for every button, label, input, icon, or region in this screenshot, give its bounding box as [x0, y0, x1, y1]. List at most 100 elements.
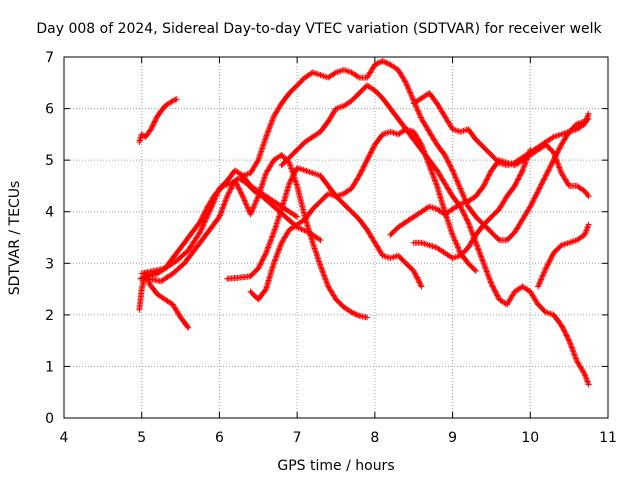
data-point [407, 90, 414, 97]
data-point [261, 252, 268, 259]
data-point [148, 126, 154, 133]
data-point [202, 208, 209, 215]
data-point [410, 96, 417, 103]
data-point [289, 175, 295, 182]
data-point [287, 177, 294, 184]
data-point [242, 200, 249, 207]
data-point [546, 257, 553, 264]
data-point [404, 84, 411, 90]
data-point [377, 59, 383, 66]
data-point [535, 186, 542, 193]
data-point [242, 198, 249, 205]
data-point [365, 154, 372, 161]
chart-title: Day 008 of 2024, Sidereal Day-to-day VTE… [36, 21, 602, 37]
data-point [288, 176, 295, 183]
data-point [449, 231, 456, 238]
data-point [348, 309, 355, 316]
series-trace-12 [410, 146, 534, 262]
data-point [557, 167, 564, 174]
data-point [535, 283, 542, 290]
series-trace-6 [224, 164, 425, 290]
data-point [254, 158, 261, 165]
data-point [492, 288, 499, 295]
data-point [247, 211, 254, 218]
data-point [317, 237, 324, 244]
data-point [416, 279, 423, 286]
data-point [536, 280, 543, 287]
data-point [465, 220, 472, 227]
data-point [518, 168, 525, 175]
data-point [203, 215, 210, 222]
data-point [452, 237, 458, 244]
data-point [547, 163, 554, 170]
data-point [565, 336, 572, 343]
data-point [233, 180, 240, 187]
data-point [407, 89, 414, 96]
data-point [250, 204, 257, 211]
x-axis-label: GPS time / hours [277, 458, 394, 474]
data-point [202, 207, 209, 214]
data-point [151, 119, 158, 126]
data-point [584, 192, 591, 198]
data-point [545, 167, 552, 174]
data-point [526, 149, 533, 156]
data-point [454, 178, 461, 185]
data-point [454, 243, 461, 249]
data-point [259, 257, 266, 264]
data-point [215, 215, 222, 222]
data-point [513, 179, 520, 186]
data-point [243, 201, 250, 208]
data-point [383, 59, 390, 66]
data-point [557, 143, 564, 149]
data-point [290, 171, 297, 178]
data-point [362, 161, 369, 167]
data-point [533, 192, 540, 198]
data-point [197, 229, 203, 236]
data-point [458, 188, 465, 195]
data-point [537, 182, 544, 189]
data-point [200, 212, 207, 219]
data-point [402, 78, 409, 85]
data-point [560, 326, 567, 332]
series-trace-1 [136, 96, 180, 146]
data-point [237, 188, 244, 195]
data-point [529, 198, 536, 205]
series-trace-8 [239, 58, 592, 244]
data-point [583, 115, 590, 122]
series-trace-5 [146, 152, 371, 321]
data-point [235, 185, 242, 192]
data-point [262, 251, 269, 258]
data-point [184, 323, 191, 330]
data-point [441, 152, 448, 158]
data-point [515, 175, 522, 182]
data-point [417, 282, 424, 289]
data-point [199, 223, 206, 230]
data-point [268, 236, 275, 243]
data-point [453, 175, 460, 182]
data-point [484, 175, 491, 182]
data-point [257, 261, 264, 268]
data-point [366, 153, 372, 160]
y-tick-label: 0 [45, 411, 54, 427]
data-point [239, 193, 246, 200]
data-point [540, 177, 547, 184]
data-point [444, 157, 451, 164]
data-point [452, 238, 459, 245]
data-point [536, 185, 543, 192]
data-point [265, 243, 272, 250]
data-point [406, 88, 413, 95]
data-point [367, 150, 374, 157]
data-point [472, 268, 479, 274]
series-trace-11 [410, 90, 592, 169]
data-point [453, 177, 460, 184]
series-trace-9 [278, 82, 592, 388]
data-point [452, 173, 458, 179]
x-tick-labels: 4 5 6 7 8 9 10 11 [60, 430, 617, 446]
data-point [539, 272, 546, 279]
data-point [290, 172, 297, 179]
data-point [361, 162, 368, 169]
data-point [445, 159, 452, 166]
data-point [457, 185, 464, 192]
data-point [258, 259, 265, 265]
